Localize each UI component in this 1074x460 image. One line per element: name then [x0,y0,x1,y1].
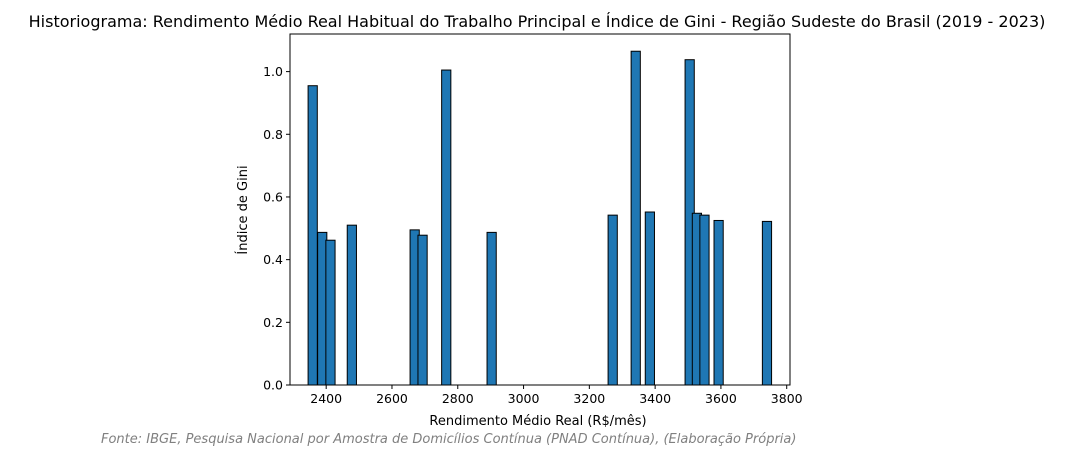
bars-group [307,50,773,386]
x-tick-label: 3000 [508,391,540,406]
bar-5 [417,234,428,386]
bar-10 [644,211,655,386]
bar-9 [630,50,641,386]
x-tick-label: 3200 [573,391,605,406]
bar-3 [346,224,357,386]
y-tick-label: 0.0 [263,378,283,393]
y-axis-label: Índice de Gini [235,165,251,254]
y-tick-label: 0.8 [263,127,283,142]
source-note: Fonte: IBGE, Pesquisa Nacional por Amost… [101,432,797,447]
x-tick-label: 3800 [771,391,803,406]
bar-14 [713,219,724,386]
y-tick-label: 1.0 [263,64,283,79]
x-axis-label: Rendimento Médio Real (R$/mês) [429,414,646,429]
x-tick-label: 3400 [639,391,671,406]
x-tick-label: 2600 [376,391,408,406]
bar-8 [607,214,618,386]
x-tick-label: 3600 [705,391,737,406]
bar-0 [307,85,318,386]
y-tick-label: 0.4 [263,252,283,267]
y-tick-label: 0.6 [263,189,283,204]
y-tick-label: 0.2 [263,315,283,330]
x-tick-label: 2400 [310,391,342,406]
x-tick-label: 2800 [442,391,474,406]
bar-7 [486,231,497,386]
bar-2 [325,239,336,386]
y-axis-ticks: 0.0 0.2 0.4 0.6 0.8 1.0 [263,64,290,393]
bar-15 [761,220,773,386]
bar-6 [441,69,452,386]
axes-frame [289,33,791,386]
bar-13 [699,214,710,386]
chart-title: Historiograma: Rendimento Médio Real Hab… [29,12,1046,31]
x-axis-ticks: 2400 2600 2800 3000 3200 3400 3600 3800 [310,385,803,406]
